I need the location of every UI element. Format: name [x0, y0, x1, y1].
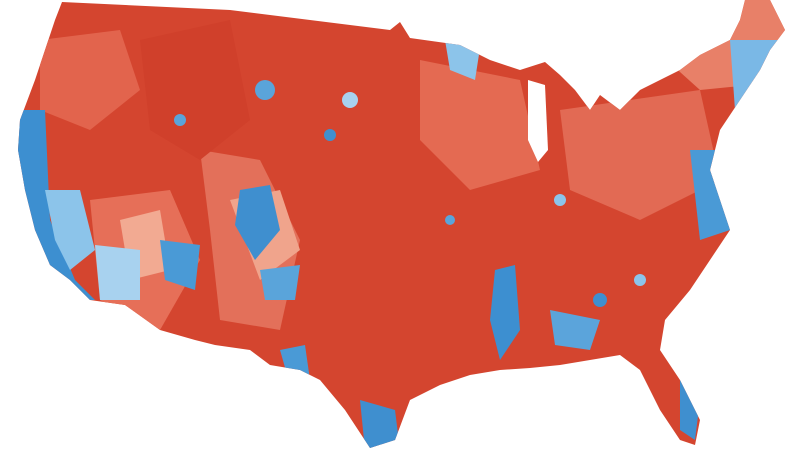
region-blue [445, 215, 455, 225]
region-lightblue [342, 92, 358, 108]
region-blue [550, 310, 600, 350]
region-salmon [420, 60, 540, 190]
lake [528, 80, 548, 162]
region-blue [160, 240, 200, 290]
region-lightblue [634, 274, 646, 286]
region-blue [490, 265, 520, 360]
region-lightblue [95, 245, 140, 300]
region-red [140, 20, 250, 160]
region-salmon [40, 30, 140, 130]
region-lightblue [45, 190, 95, 270]
region-lightblue [554, 194, 566, 206]
region-blue [260, 265, 300, 300]
region-blue [235, 185, 280, 260]
region-blue [360, 400, 400, 448]
region-blue [18, 110, 95, 300]
region-blue [174, 114, 186, 126]
region-blue [593, 293, 607, 307]
region-blue [324, 129, 336, 141]
region-blue [255, 80, 275, 100]
region-salmon [560, 90, 720, 220]
